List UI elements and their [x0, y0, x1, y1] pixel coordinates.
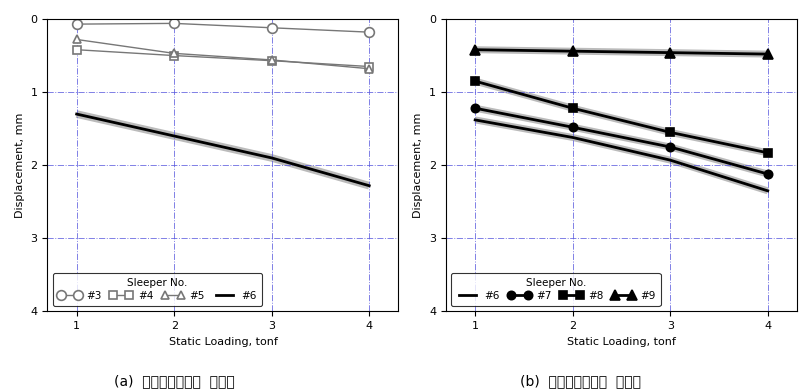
- #6: [71, 112, 81, 116]
- #7: [567, 125, 577, 130]
- Line: #8: #8: [470, 77, 771, 157]
- Y-axis label: Displacement, mm: Displacement, mm: [15, 112, 25, 218]
- Y-axis label: Displacement, mm: Displacement, mm: [413, 112, 423, 218]
- Legend: #3, #4, #5, #6: #3, #4, #5, #6: [53, 273, 262, 306]
- #6: [567, 135, 577, 140]
- #5: [267, 58, 277, 62]
- #7: [762, 172, 771, 176]
- #8: [762, 151, 771, 155]
- Line: #4: #4: [72, 46, 373, 71]
- X-axis label: Static Loading, tonf: Static Loading, tonf: [169, 337, 277, 347]
- Line: #5: #5: [72, 35, 373, 73]
- #3: [169, 21, 179, 26]
- #4: [364, 64, 374, 69]
- Line: #7: #7: [470, 104, 771, 178]
- #8: [470, 79, 479, 84]
- Text: (b)  우측지점에서의  변위량: (b) 우측지점에서의 변위량: [519, 374, 641, 388]
- #3: [364, 30, 374, 35]
- #7: [664, 145, 674, 149]
- #8: [664, 130, 674, 135]
- X-axis label: Static Loading, tonf: Static Loading, tonf: [566, 337, 675, 347]
- #9: [567, 49, 577, 54]
- #3: [71, 22, 81, 26]
- Line: #6: #6: [474, 120, 766, 191]
- #9: [762, 52, 771, 56]
- #6: [470, 117, 479, 122]
- #6: [664, 158, 674, 163]
- Line: #9: #9: [470, 45, 771, 59]
- Line: #3: #3: [71, 19, 374, 37]
- #4: [71, 47, 81, 52]
- Legend: #6, #7, #8, #9: #6, #7, #8, #9: [451, 273, 659, 306]
- #6: [267, 156, 277, 160]
- #6: [364, 183, 374, 188]
- #8: [567, 106, 577, 110]
- #4: [267, 58, 277, 63]
- Text: (a)  좌측지점에서의  변위량: (a) 좌측지점에서의 변위량: [114, 374, 234, 388]
- #7: [470, 106, 479, 110]
- #4: [169, 53, 179, 58]
- #5: [169, 51, 179, 56]
- #6: [762, 189, 771, 193]
- #5: [71, 37, 81, 42]
- Line: #6: #6: [76, 114, 369, 186]
- #3: [267, 25, 277, 30]
- #6: [169, 134, 179, 138]
- #9: [664, 50, 674, 55]
- #9: [470, 47, 479, 52]
- #5: [364, 67, 374, 71]
